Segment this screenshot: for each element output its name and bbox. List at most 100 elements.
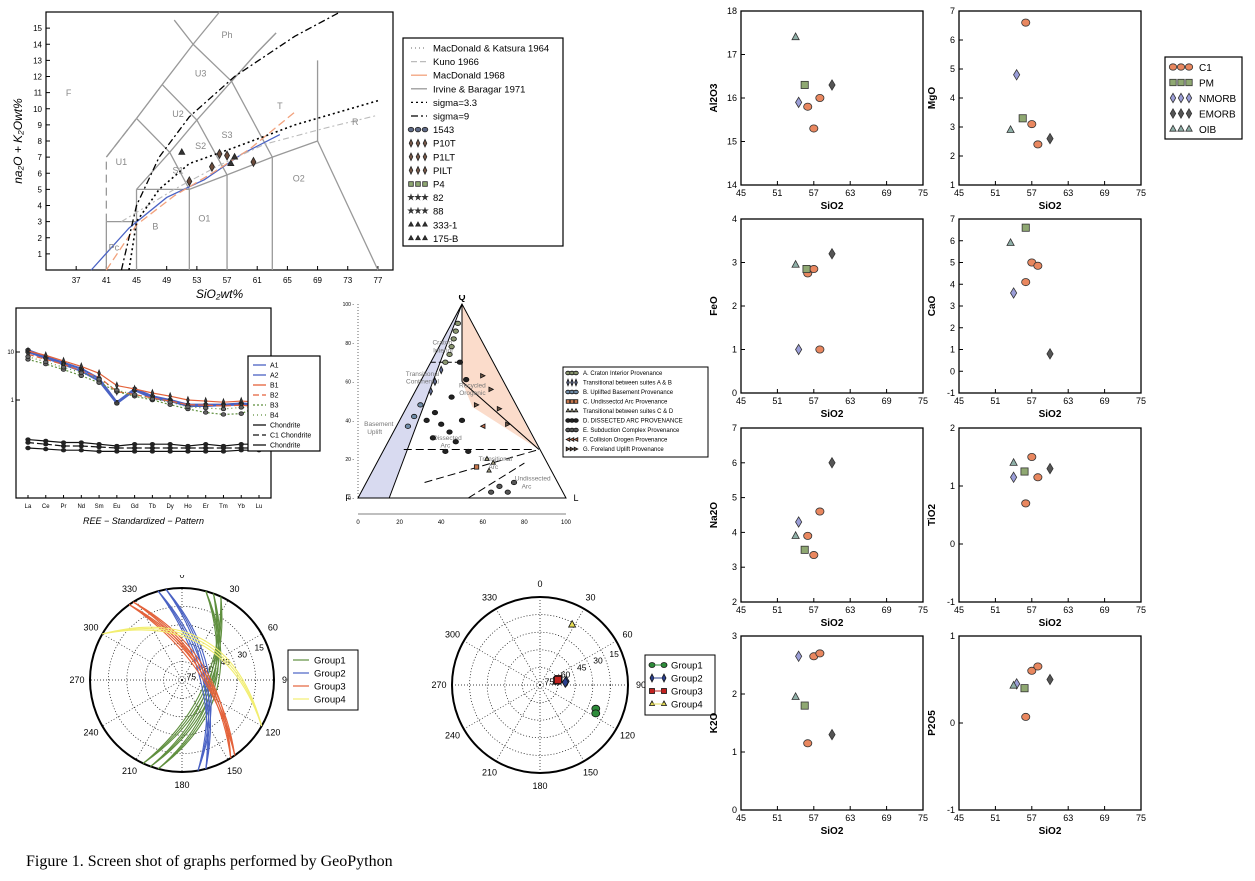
qfl-point <box>463 377 470 383</box>
legend-label: F. Collision Orogen Provenance <box>583 438 668 444</box>
legend-label: C1 <box>1199 63 1212 74</box>
field-label: Recycled <box>459 382 486 389</box>
x-axis-label: SiO2 <box>1039 826 1062 837</box>
y-tick-label: 0 - <box>348 496 354 502</box>
y-tick-label: 5 <box>38 185 43 194</box>
ree-chart: La Ce Pr Nd Sm Eu Gd Tb Dy Ho Er Tm Yb Lu 10 1 REE − Sta… <box>7 307 321 526</box>
kuno-curve <box>121 114 379 223</box>
field-boundary <box>230 81 273 158</box>
harker-point <box>828 456 836 469</box>
y-tick-label: 6 <box>950 236 955 246</box>
tas-point <box>227 159 235 166</box>
y-tick-label: -1 <box>947 388 955 398</box>
ree-point <box>185 404 191 410</box>
tas-point <box>208 161 215 173</box>
harker-point <box>803 102 813 111</box>
legend-label: A2 <box>270 373 279 380</box>
legend-label: PILT <box>433 166 453 177</box>
qfl-point <box>442 359 449 365</box>
legend-label: B. Uplifted Basement Provenance <box>583 390 674 396</box>
field-label: O2 <box>293 173 305 183</box>
x-tick-label: 37 <box>72 276 81 285</box>
legend-marker: ★ <box>414 206 423 217</box>
x-tick-label: 57 <box>809 188 819 198</box>
angle-label: 300 <box>84 623 99 633</box>
harker-point <box>1009 457 1018 466</box>
great-circle <box>142 596 223 764</box>
harker-point <box>1020 467 1029 476</box>
legend-label: EMORB <box>1199 110 1236 121</box>
ree-point <box>202 441 209 447</box>
angle-label: 210 <box>482 767 497 777</box>
y-tick-label: 6 <box>732 458 737 468</box>
y-tick-label: 4 <box>950 279 955 289</box>
legend-label: 175-B <box>433 234 458 245</box>
y-axis-label: Na2O <box>709 502 720 528</box>
x-tick-label: 57 <box>809 813 819 823</box>
legend-marker <box>1168 63 1178 71</box>
ree-point <box>149 396 156 402</box>
legend-label: 82 <box>433 193 444 204</box>
legend-label: B3 <box>270 403 279 410</box>
harker-point <box>828 247 836 260</box>
legend-marker <box>574 378 578 387</box>
y-tick-label: 1 <box>950 345 955 355</box>
y-tick-label: 14 <box>33 40 42 49</box>
polar-ring <box>504 649 576 721</box>
field-label: Uplift <box>367 429 382 436</box>
radial-label: 15 <box>254 643 264 653</box>
great-circle <box>142 596 222 764</box>
y-tick-label: 13 <box>33 56 42 65</box>
field-label: Orogenic <box>459 390 486 397</box>
legend-label: A. Craton Interior Provenance <box>583 371 663 377</box>
x-tick-label: 65 <box>283 276 292 285</box>
x-tick-label: 57 <box>1027 813 1037 823</box>
great-circle <box>102 629 263 727</box>
y-tick-label: 12 <box>33 73 42 82</box>
x-tick-label: La <box>25 504 32 510</box>
radial-label: 45 <box>577 663 587 673</box>
y-tick-label: 16 <box>727 93 737 103</box>
x-tick-label: 41 <box>102 276 111 285</box>
polar-spoke <box>102 633 183 681</box>
qfl-point <box>452 439 459 445</box>
field-dash <box>467 462 525 499</box>
legend-label: Chondrite <box>270 443 300 450</box>
y-tick-label: 7 <box>950 6 955 16</box>
great-circle <box>150 593 218 767</box>
x-tick-label: 63 <box>845 188 855 198</box>
ree-point <box>167 441 173 447</box>
qfl-point <box>465 448 472 455</box>
angle-label: 180 <box>174 780 189 790</box>
field-label: Transitional <box>479 456 513 463</box>
sigma-3-3-curve <box>128 99 379 271</box>
harker-point <box>1006 124 1015 133</box>
angle-label: 30 <box>585 593 595 603</box>
ree-point <box>114 388 120 393</box>
field-line <box>461 381 540 450</box>
field-label: T <box>277 101 283 111</box>
ree-pattern: La Ce Pr Nd Sm Eu Gd Tb Dy Ho Er Tm Yb Lu 10 1 REE − Sta… <box>0 300 330 530</box>
field-boundary <box>192 43 233 82</box>
y-tick-label: 1 <box>950 180 955 190</box>
legend-label: Transitional between suites C & D <box>583 409 674 415</box>
ree-point <box>96 449 102 454</box>
y-tick-label: 7 <box>38 153 43 162</box>
field-label: Undissected <box>515 476 551 483</box>
x-tick-label: 100 <box>561 520 572 526</box>
x-tick-label: 45 <box>954 605 964 615</box>
harker-point <box>802 265 811 274</box>
x-tick-label: 57 <box>1027 605 1037 615</box>
harker-point <box>1020 684 1029 693</box>
field-label: Continental <box>406 379 439 386</box>
x-tick-label: 69 <box>882 605 892 615</box>
legend-label: P1LT <box>433 152 455 163</box>
harker-point <box>809 265 819 274</box>
qfl-point <box>458 417 466 424</box>
qfl-point <box>504 489 511 495</box>
harker-frame <box>958 218 1142 394</box>
field-label: Arc <box>488 464 499 471</box>
harker-point <box>815 649 825 658</box>
x-tick-label: 45 <box>736 396 746 406</box>
ree-point <box>131 449 138 454</box>
